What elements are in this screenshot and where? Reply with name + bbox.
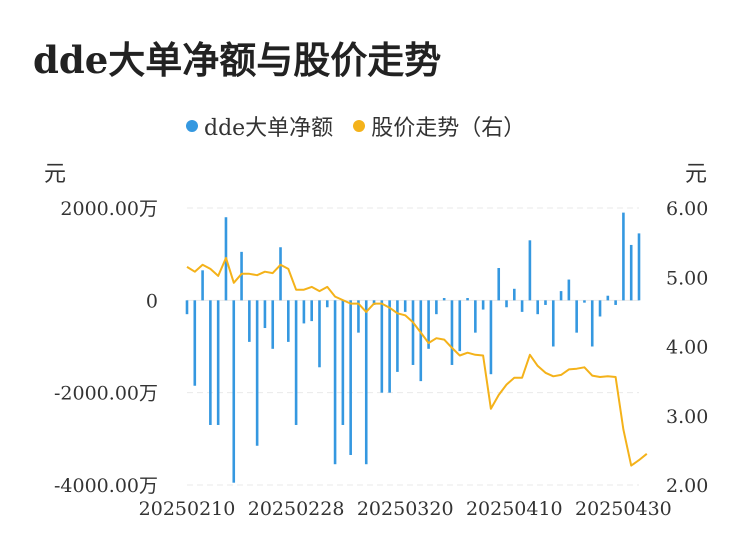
bar-dde [606,295,610,301]
price-line [186,256,648,467]
bar-dde [427,300,430,349]
bar-dde [505,300,508,308]
bar-dde [216,300,220,425]
bar-dde [209,300,212,425]
bar-dde [637,233,641,301]
bar-dde [193,300,197,386]
bar-dde [403,300,407,312]
bar-dde [567,279,571,301]
left-tick-label: 0 [146,290,158,312]
x-tick-label: 20250228 [248,498,345,520]
bar-dde [598,300,602,317]
bar-dde [201,270,204,301]
bar-dde [232,300,236,483]
bar-dde [349,300,352,455]
right-tick-label: 4.00 [666,337,708,359]
bar-dde [380,300,384,393]
bar-dde [341,300,345,425]
bar-dde [575,300,578,333]
right-tick-label: 3.00 [666,406,708,428]
bar-dde [411,300,415,365]
bar-dde [318,300,321,368]
bar-dde [614,300,617,305]
legend-item-price[interactable]: 股价走势（右） [353,110,525,142]
x-tick-label: 20250430 [575,498,672,520]
legend-item-dde[interactable]: dde大单净额 [186,110,333,142]
right-tick-label: 5.00 [666,267,708,289]
bar-dde [489,300,493,375]
bar-dde [481,300,485,310]
left-tick-label: 2000.00万 [60,198,158,220]
right-tick-label: 6.00 [666,198,708,220]
legend-label-dde: dde大单净额 [204,116,334,141]
legend-dot-dde [186,120,198,132]
x-tick-label: 20250320 [357,498,454,520]
bar-dde [622,212,625,301]
bar-dde [294,300,298,425]
legend-dot-price [353,120,366,132]
bar-dde [364,300,368,465]
bar-dde [536,300,539,315]
bar-dde [544,300,547,305]
bar-dde [396,300,399,372]
bar-dde [435,300,438,315]
bar-dde [450,300,454,365]
bar-dde [559,291,563,301]
left-axis-unit: 元 [44,162,67,187]
bar-dde [551,300,555,347]
bar-dde [333,300,337,465]
legend: dde大单净额 股价走势（右） [186,110,545,142]
bar-dde [583,300,586,303]
legend-label-price: 股价走势（右） [371,116,526,141]
bar-dde [513,288,516,301]
bar-dde [466,298,469,301]
bar-dde [590,300,594,347]
bar-dde [325,300,329,308]
bar-dde [255,300,259,446]
x-tick-label: 20250210 [139,498,236,520]
right-tick-label: 2.00 [666,475,708,497]
bar-dde [442,298,446,301]
bar-dde [520,300,524,312]
bar-dde [474,300,477,333]
left-tick-label: -4000.00万 [54,475,158,497]
bar-dde [310,300,313,322]
bar-dde [458,300,462,352]
bar-dde [279,247,282,301]
bar-dde [419,300,423,382]
bar-dde [497,268,501,301]
bar-dde [185,300,189,315]
bar-dde [271,300,275,349]
x-tick-label: 20250410 [466,498,563,520]
bar-dde [357,300,360,333]
bar-dde [629,244,633,301]
chart-title: dde大单净额与股价走势 [33,38,442,82]
right-axis-unit: 元 [685,162,708,187]
bar-dde [302,300,306,324]
bar-dde [263,300,267,329]
left-tick-label: -2000.00万 [54,383,158,405]
bar-dde [528,240,532,301]
bar-dde [248,300,251,342]
bar-dde [388,300,391,393]
bar-dde [287,300,290,342]
bar-dde [240,251,243,301]
